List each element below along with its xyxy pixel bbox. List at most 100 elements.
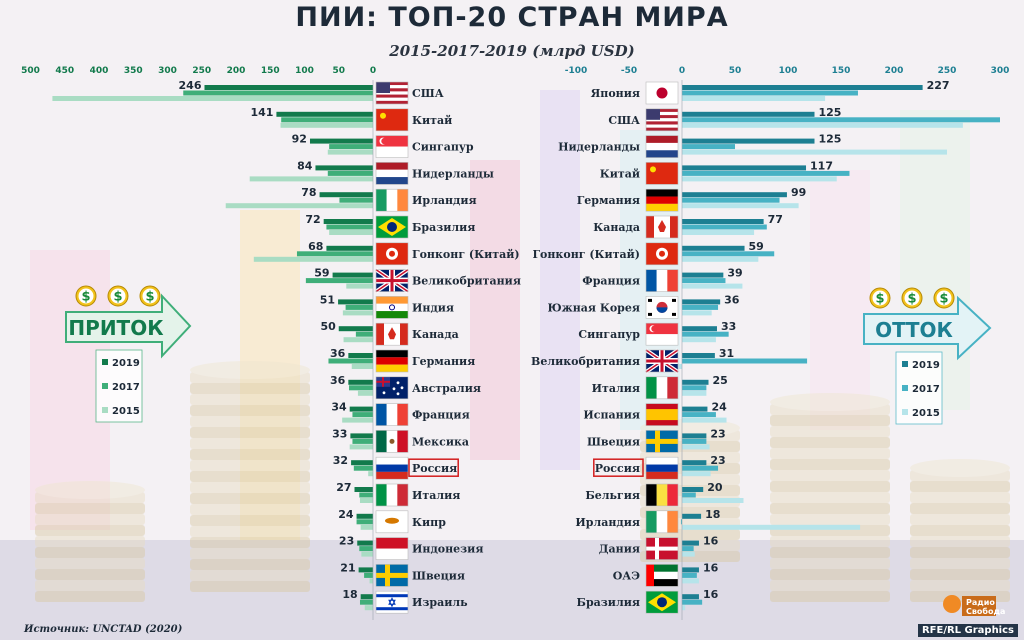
inflow-bar-2015: [368, 471, 373, 477]
inflow-tick-label: 300: [158, 66, 177, 76]
dollar-sign: $: [113, 290, 122, 305]
outflow-row-16: 18 Ирландия: [575, 508, 861, 534]
flag-part: [376, 82, 390, 93]
inflow-value-label: 78: [301, 186, 316, 199]
coin: [770, 514, 890, 525]
outflow-bar-2015: [682, 417, 727, 423]
dollar-coin-icon: $: [933, 287, 955, 309]
outflow-row-8: 36 Южная Корея: [547, 293, 740, 319]
flag-border: [645, 322, 679, 346]
outflow-bar-2017: [682, 331, 729, 337]
uk-flag-icon: [644, 348, 680, 374]
legend-label: 2019: [912, 360, 940, 371]
coin: [190, 416, 310, 427]
coin: [190, 493, 310, 504]
inflow-bar-2015: [280, 122, 373, 128]
inflow-bar-2015: [346, 283, 373, 289]
inflow-bar-2019: [326, 245, 373, 251]
coin-stack-4: [910, 459, 1010, 602]
flag-part: [646, 510, 657, 533]
outflow-tick-label: 100: [779, 66, 798, 76]
outflow-row-19: 16 Бразилия: [577, 588, 719, 614]
logo-mark: [943, 595, 961, 613]
flag-part: [656, 87, 668, 99]
inflow-bar-2015: [249, 176, 373, 182]
ireland-flag-icon: [645, 510, 679, 534]
inflow-country-label: Швеция: [412, 569, 465, 582]
page-subtitle: 2015-2017-2019 (млрд USD): [389, 42, 635, 60]
flag-part: [388, 327, 396, 340]
inflow-country-label: Нидерланды: [412, 167, 494, 180]
flag-part: [376, 403, 387, 426]
outflow-row-10: 31 Великобритания: [531, 347, 808, 374]
inflow-row-2: 92 Сингапур: [292, 133, 474, 158]
netherlands-flag-icon: [375, 162, 409, 185]
hongkong-flag-icon: [645, 242, 679, 266]
inflow-country-label: Италия: [412, 489, 460, 502]
flag-border: [375, 135, 409, 158]
outflow-bar-2019: [682, 85, 923, 90]
coin-face: [936, 290, 952, 306]
inflow-bar-2019: [332, 272, 373, 278]
inflow-value-label: 36: [330, 347, 346, 360]
outflow-bar-2019: [682, 567, 699, 573]
inflow-row-17: 23 Индонезия: [339, 535, 483, 560]
inflow-row-11: 36 Австралия: [330, 374, 481, 400]
coin: [190, 537, 310, 548]
flag-part: [648, 298, 652, 302]
flag-part: [646, 127, 678, 131]
coin-stack-2: [190, 361, 310, 592]
flag-part: [646, 323, 678, 335]
coin: [35, 514, 145, 525]
flag-part: [376, 100, 408, 104]
inflow-bar-2017: [353, 465, 373, 471]
legend-swatch: [102, 407, 108, 413]
inflow-country-label: Индия: [412, 301, 454, 314]
inflow-country-label: Израиль: [412, 596, 468, 609]
russia-highlight-frame: [593, 458, 644, 477]
coin: [35, 503, 145, 514]
flag-border: [645, 162, 679, 185]
outflow-bar-2015: [682, 203, 799, 209]
coin: [770, 503, 890, 514]
outflow-country-label: Германия: [577, 194, 640, 207]
page-title: ПИИ: ТОП-20 СТРАН МИРА: [295, 2, 729, 33]
flag-part: [376, 350, 408, 358]
flag-part: [670, 216, 678, 238]
inflow-bar-2019: [358, 567, 373, 573]
coin: [190, 570, 310, 581]
dollar-coin-icon: $: [901, 287, 923, 309]
outflow-bar-2017: [682, 492, 696, 498]
outflow-axis-ticks: -100 -50 0 50 100 150 200 250 300: [565, 66, 1010, 76]
inflow-bar-2015: [361, 551, 373, 557]
radio-logo-icon: [943, 595, 996, 616]
coin: [770, 404, 890, 415]
inflow-tick-label: 150: [261, 66, 280, 76]
inflow-value-label: 34: [331, 401, 347, 414]
outflow-bar-2015: [682, 471, 711, 477]
inflow-bar-2019: [338, 299, 373, 305]
spain-flag-icon: [645, 403, 679, 426]
outflow-country-label: Ирландия: [575, 516, 640, 529]
inflow-bar-2015: [253, 256, 373, 262]
outflow-bar-2019: [682, 165, 807, 171]
flag-part: [376, 189, 387, 212]
flag-part: [650, 166, 656, 173]
inflow-country-label: Канада: [412, 328, 459, 341]
flag-part: [380, 112, 386, 119]
flag-part: [392, 387, 396, 391]
inflow-row-14: 32 Россия: [333, 454, 459, 480]
dollar-coin-icon: $: [869, 287, 891, 309]
outflow-bar-2015: [682, 310, 712, 316]
inflow-row-10: 36 Германия: [328, 347, 475, 373]
outflow-legend: 2019 2017 2015: [895, 351, 943, 425]
outflow-country-label: Канада: [593, 221, 640, 234]
inflow-row-16: 24 Кипр: [338, 508, 446, 534]
inflow-bar-2017: [352, 438, 373, 444]
coin: [190, 581, 310, 592]
coin: [190, 515, 310, 526]
outflow-bar-2017: [682, 385, 707, 391]
flag-part: [376, 162, 408, 170]
outflow-country-label: Япония: [591, 87, 640, 100]
flag-part: [646, 203, 678, 212]
